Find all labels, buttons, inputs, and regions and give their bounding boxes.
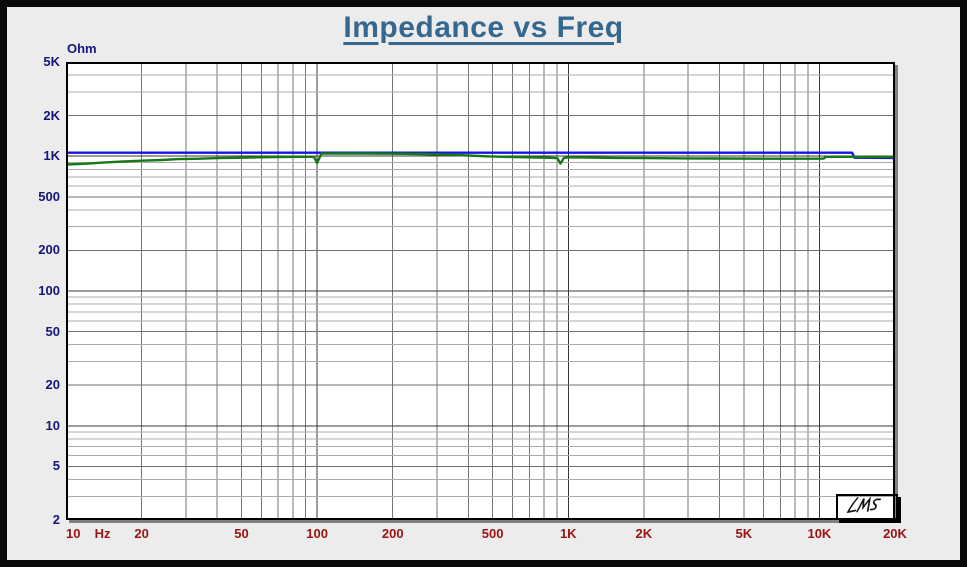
plot-area [66, 62, 895, 520]
x-tick-label: 200 [381, 526, 404, 541]
y-tick-label: 10 [45, 417, 60, 433]
y-tick-label: 500 [38, 188, 60, 204]
x-tick-label: 50 [234, 526, 249, 541]
impedance-vs-freq-chart [66, 62, 895, 520]
y-tick-label: 5K [43, 54, 60, 69]
x-tick-label: 10 [66, 526, 81, 541]
lms-logo [836, 494, 898, 520]
x-tick-label: Hz [94, 526, 111, 541]
x-tick-label: 2K [635, 526, 653, 541]
x-tick-label: 500 [481, 526, 504, 541]
chart-title: Impedance vs Freq [343, 11, 624, 44]
x-tick-label: 100 [306, 526, 328, 541]
lms-logo-icon [846, 496, 882, 514]
x-tick-label: 1K [559, 526, 577, 541]
y-axis-unit-label: Ohm [67, 41, 97, 56]
y-tick-label: 2K [43, 107, 60, 123]
y-tick-label: 50 [45, 323, 60, 339]
y-tick-label: 20 [45, 377, 60, 393]
y-tick-label: 100 [38, 283, 60, 298]
x-tick-label: 20 [134, 526, 149, 541]
y-tick-label: 2 [52, 512, 60, 527]
x-tick-label: 20K [883, 526, 907, 541]
x-tick-label: 5K [735, 526, 753, 541]
y-tick-label: 5 [52, 458, 60, 474]
y-tick-label: 200 [38, 242, 60, 258]
x-tick-label: 10K [807, 526, 832, 541]
y-tick-label: 1K [43, 148, 60, 164]
